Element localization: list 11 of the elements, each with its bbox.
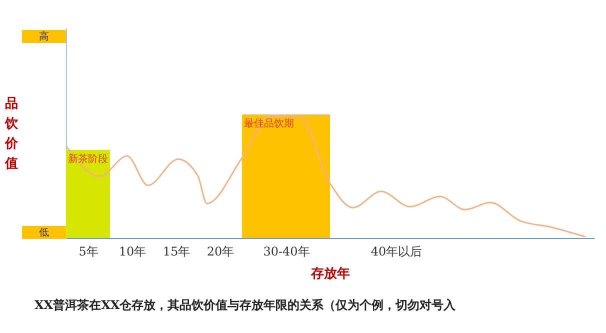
x-tick-label: 40年以后 bbox=[370, 244, 422, 258]
text: 低 bbox=[39, 228, 49, 238]
y-axis-title: 品饮价值 bbox=[4, 96, 19, 172]
x-tick-label: 15年 bbox=[162, 244, 190, 258]
x-tick-label: 5年 bbox=[78, 244, 98, 258]
x-tick-label: 10年 bbox=[118, 244, 146, 258]
text: XX普洱茶在XX仓存放，其品饮价值与存放年限的关系（仅为个例，切勿对号入 bbox=[34, 298, 457, 312]
x-tick-label: 20年 bbox=[206, 244, 234, 258]
text: 高 bbox=[39, 30, 49, 42]
x-axis-title: 存放年 bbox=[310, 266, 350, 282]
x-tick-label: 30-40年 bbox=[263, 244, 310, 258]
